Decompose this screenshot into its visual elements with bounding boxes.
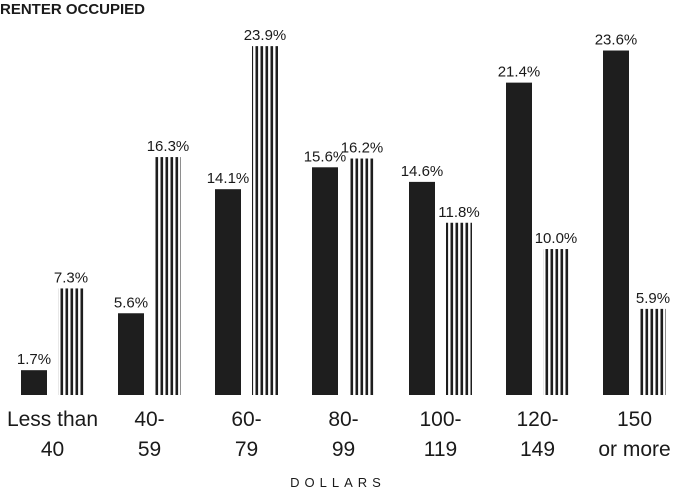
- hatched-bar-0: [58, 288, 84, 395]
- bar-group: [21, 46, 666, 396]
- hatched-bar-1: [155, 157, 181, 395]
- solid-bar-value-label-5: 21.4%: [498, 64, 541, 81]
- solid-bar-value-label-1: 5.6%: [114, 294, 148, 311]
- solid-bar-6: [603, 50, 629, 396]
- x-tick-label-2-line-1: 79: [235, 438, 258, 461]
- hatched-bar-5: [543, 249, 569, 395]
- solid-bar-value-label-6: 23.6%: [595, 32, 638, 49]
- solid-bar-0: [21, 370, 47, 395]
- value-label-group: 1.7% 7.3% 5.6% 16.3% 14.1% 23.9% 15.6%16.2% 14.…: [17, 27, 670, 368]
- hatched-bar-6: [640, 308, 666, 395]
- x-tick-label-4-line-0: 100-: [419, 408, 461, 431]
- hatched-bar-value-label-2: 23.9%: [244, 27, 287, 44]
- solid-bar-5: [506, 82, 532, 396]
- x-tick-label-0-line-1: 40: [41, 438, 64, 461]
- hatched-bar-value-label-5: 10.0%: [535, 230, 578, 247]
- hatched-bar-value-label-6: 5.9%: [636, 290, 670, 307]
- solid-bar-2: [215, 189, 241, 395]
- x-tick-label-5-line-1: 149: [520, 438, 555, 461]
- solid-bar-3: [312, 167, 338, 395]
- solid-bar-value-label-3: 15.6%: [304, 148, 347, 165]
- hatched-bar-value-label-0: 7.3%: [54, 269, 88, 286]
- hatched-bar-3: [349, 158, 375, 395]
- x-tick-label-0-line-0: Less than: [7, 408, 98, 431]
- hatched-bar-value-label-3: 16.2%: [341, 140, 384, 157]
- hatched-bar-value-label-1: 16.3%: [147, 138, 190, 155]
- hatched-bar-4: [446, 222, 472, 395]
- x-tick-label-1-line-1: 59: [138, 438, 161, 461]
- hatched-bar-value-label-4: 11.8%: [438, 204, 479, 221]
- x-tick-label-5-line-0: 120-: [516, 408, 558, 431]
- x-axis-label: DOLLARS: [290, 475, 386, 490]
- x-tick-group: Less than 40 40- 59 60- 79 80- 99 100- 119 120- 149…: [7, 408, 671, 461]
- x-tick-label-1-line-0: 40-: [134, 408, 164, 431]
- solid-bar-4: [409, 181, 435, 395]
- x-tick-label-3-line-0: 80-: [328, 408, 358, 431]
- hatched-bar-2: [252, 46, 278, 396]
- solid-bar-value-label-4: 14.6%: [401, 163, 444, 180]
- x-tick-label-2-line-0: 60-: [231, 408, 261, 431]
- x-tick-label-6-line-0: 150: [617, 408, 652, 431]
- x-tick-label-3-line-1: 99: [332, 438, 355, 461]
- solid-bar-value-label-2: 14.1%: [207, 170, 250, 187]
- solid-bar-1: [118, 313, 144, 395]
- solid-bar-value-label-0: 1.7%: [17, 351, 51, 368]
- chart-title: RENTER OCCUPIED: [0, 1, 145, 18]
- x-tick-label-6-line-1: or more: [598, 438, 670, 461]
- x-tick-label-4-line-1: 119: [424, 438, 457, 461]
